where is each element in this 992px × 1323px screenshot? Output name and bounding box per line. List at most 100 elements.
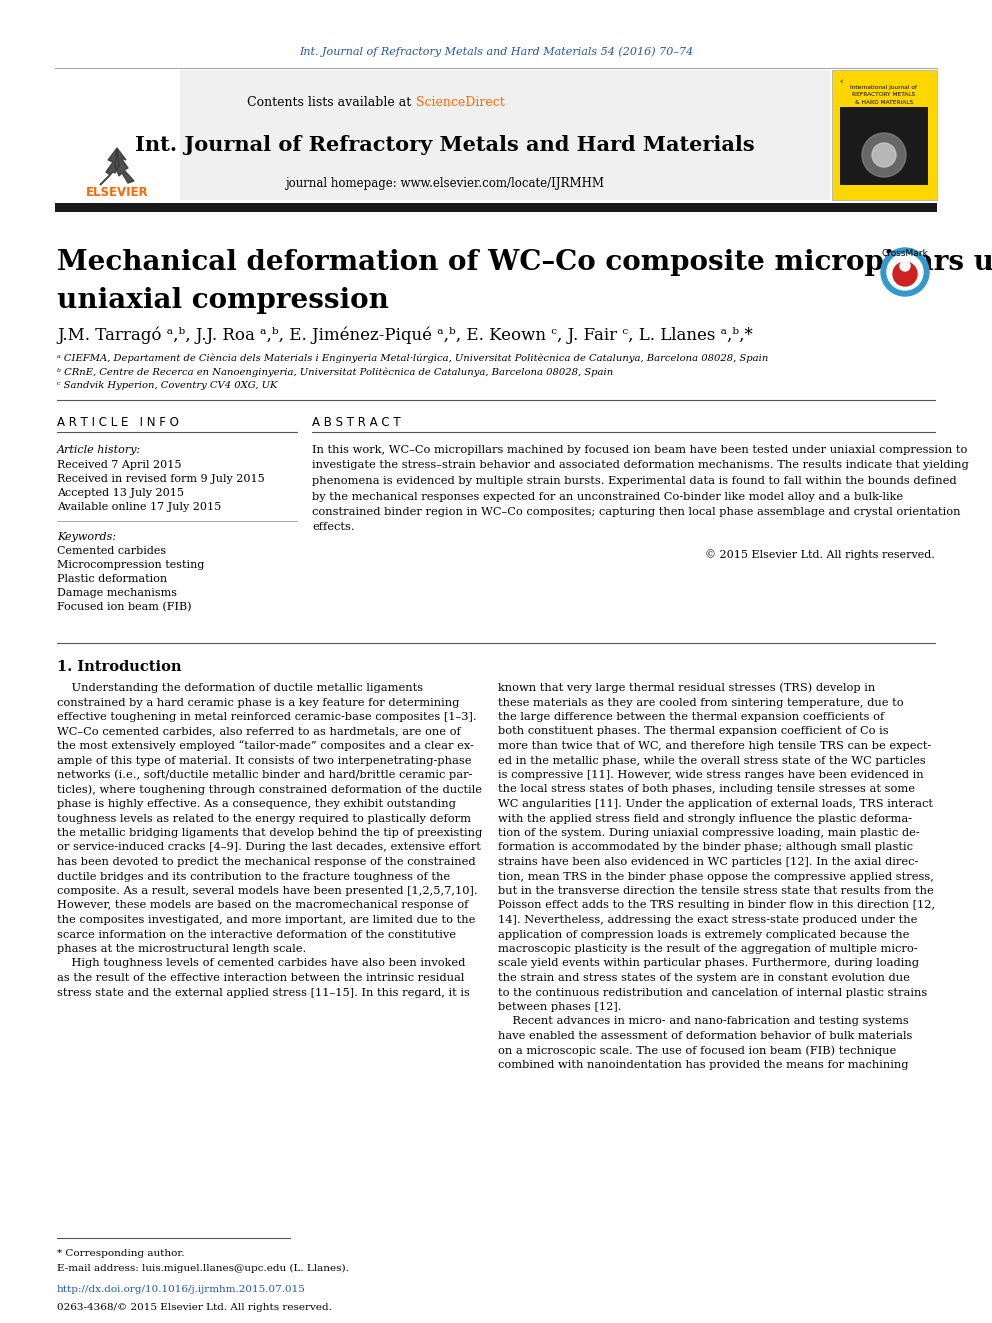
Text: International Journal of
REFRACTORY METALS
& HARD MATERIALS: International Journal of REFRACTORY META… bbox=[850, 86, 918, 105]
Text: with the applied stress field and strongly influence the plastic deforma-: with the applied stress field and strong… bbox=[498, 814, 912, 823]
Text: journal homepage: www.elsevier.com/locate/IJRMHM: journal homepage: www.elsevier.com/locat… bbox=[286, 176, 604, 189]
Bar bbox=[840, 107, 928, 185]
Text: ed in the metallic phase, while the overall stress state of the WC particles: ed in the metallic phase, while the over… bbox=[498, 755, 926, 766]
Text: tion, mean TRS in the binder phase oppose the compressive applied stress,: tion, mean TRS in the binder phase oppos… bbox=[498, 872, 933, 881]
Bar bbox=[832, 70, 937, 200]
Text: the local stress states of both phases, including tensile stresses at some: the local stress states of both phases, … bbox=[498, 785, 915, 795]
Bar bbox=[55, 70, 180, 200]
Text: Focused ion beam (FIB): Focused ion beam (FIB) bbox=[57, 602, 191, 613]
Text: macroscopic plasticity is the result of the aggregation of multiple micro-: macroscopic plasticity is the result of … bbox=[498, 945, 918, 954]
Text: the metallic bridging ligaments that develop behind the tip of preexisting: the metallic bridging ligaments that dev… bbox=[57, 828, 482, 837]
Text: between phases [12].: between phases [12]. bbox=[498, 1002, 622, 1012]
Text: uniaxial compression: uniaxial compression bbox=[57, 287, 389, 314]
Text: phenomena is evidenced by multiple strain bursts. Experimental data is found to : phenomena is evidenced by multiple strai… bbox=[312, 476, 956, 486]
Text: Cemented carbides: Cemented carbides bbox=[57, 546, 166, 556]
Text: 0263-4368/© 2015 Elsevier Ltd. All rights reserved.: 0263-4368/© 2015 Elsevier Ltd. All right… bbox=[57, 1303, 332, 1311]
Text: phase is highly effective. As a consequence, they exhibit outstanding: phase is highly effective. As a conseque… bbox=[57, 799, 456, 808]
Text: application of compression loads is extremely complicated because the: application of compression loads is extr… bbox=[498, 930, 910, 939]
Text: more than twice that of WC, and therefore high tensile TRS can be expect-: more than twice that of WC, and therefor… bbox=[498, 741, 931, 751]
Text: Int. Journal of Refractory Metals and Hard Materials: Int. Journal of Refractory Metals and Ha… bbox=[135, 135, 755, 155]
Text: CrossMark: CrossMark bbox=[882, 249, 929, 258]
Text: have enabled the assessment of deformation behavior of bulk materials: have enabled the assessment of deformati… bbox=[498, 1031, 913, 1041]
Text: Damage mechanisms: Damage mechanisms bbox=[57, 587, 177, 598]
Text: http://dx.doi.org/10.1016/j.ijrmhm.2015.07.015: http://dx.doi.org/10.1016/j.ijrmhm.2015.… bbox=[57, 1286, 306, 1294]
Bar bbox=[55, 202, 937, 212]
Text: A B S T R A C T: A B S T R A C T bbox=[312, 415, 401, 429]
Text: toughness levels as related to the energy required to plastically deform: toughness levels as related to the energ… bbox=[57, 814, 471, 823]
Text: ᶜ Sandvik Hyperion, Coventry CV4 0XG, UK: ᶜ Sandvik Hyperion, Coventry CV4 0XG, UK bbox=[57, 381, 278, 390]
Circle shape bbox=[881, 247, 929, 296]
Text: strains have been also evidenced in WC particles [12]. In the axial direc-: strains have been also evidenced in WC p… bbox=[498, 857, 919, 867]
Text: networks (i.e., soft/ductile metallic binder and hard/brittle ceramic par-: networks (i.e., soft/ductile metallic bi… bbox=[57, 770, 472, 781]
Text: by the mechanical responses expected for an unconstrained Co-binder like model a: by the mechanical responses expected for… bbox=[312, 492, 903, 501]
Text: as the result of the effective interaction between the intrinsic residual: as the result of the effective interacti… bbox=[57, 972, 464, 983]
Text: formation is accommodated by the binder phase; although small plastic: formation is accommodated by the binder … bbox=[498, 843, 913, 852]
Text: Accepted 13 July 2015: Accepted 13 July 2015 bbox=[57, 488, 184, 497]
Text: the large difference between the thermal expansion coefficients of: the large difference between the thermal… bbox=[498, 712, 884, 722]
Text: ‹: ‹ bbox=[839, 78, 842, 86]
Text: effective toughening in metal reinforced ceramic-base composites [1–3].: effective toughening in metal reinforced… bbox=[57, 712, 476, 722]
Text: the most extensively employed “tailor-made” composites and a clear ex-: the most extensively employed “tailor-ma… bbox=[57, 741, 474, 751]
Circle shape bbox=[900, 261, 910, 271]
Text: Available online 17 July 2015: Available online 17 July 2015 bbox=[57, 501, 221, 512]
Text: both constituent phases. The thermal expansion coefficient of Co is: both constituent phases. The thermal exp… bbox=[498, 726, 889, 737]
Text: ᵇ CRnE, Centre de Recerca en Nanoenginyeria, Universitat Politècnica de Cataluny: ᵇ CRnE, Centre de Recerca en Nanoenginye… bbox=[57, 368, 613, 377]
Text: constrained by a hard ceramic phase is a key feature for determining: constrained by a hard ceramic phase is a… bbox=[57, 697, 459, 708]
Text: or service-induced cracks [4–9]. During the last decades, extensive effort: or service-induced cracks [4–9]. During … bbox=[57, 843, 481, 852]
Text: Int. Journal of Refractory Metals and Hard Materials 54 (2016) 70–74: Int. Journal of Refractory Metals and Ha… bbox=[299, 46, 693, 57]
Text: WC angularities [11]. Under the application of external loads, TRS interact: WC angularities [11]. Under the applicat… bbox=[498, 799, 933, 808]
Circle shape bbox=[893, 262, 917, 286]
Text: Article history:: Article history: bbox=[57, 445, 141, 455]
Text: to the continuous redistribution and cancelation of internal plastic strains: to the continuous redistribution and can… bbox=[498, 987, 928, 998]
Text: phases at the microstructural length scale.: phases at the microstructural length sca… bbox=[57, 945, 307, 954]
Text: ELSEVIER: ELSEVIER bbox=[85, 187, 149, 200]
Polygon shape bbox=[100, 148, 134, 185]
Text: Understanding the deformation of ductile metallic ligaments: Understanding the deformation of ductile… bbox=[57, 683, 424, 693]
Text: © 2015 Elsevier Ltd. All rights reserved.: © 2015 Elsevier Ltd. All rights reserved… bbox=[705, 549, 935, 561]
Text: 1. Introduction: 1. Introduction bbox=[57, 660, 182, 673]
Text: Poisson effect adds to the TRS resulting in binder flow in this direction [12,: Poisson effect adds to the TRS resulting… bbox=[498, 901, 935, 910]
Text: stress state and the external applied stress [11–15]. In this regard, it is: stress state and the external applied st… bbox=[57, 987, 470, 998]
Text: High toughness levels of cemented carbides have also been invoked: High toughness levels of cemented carbid… bbox=[57, 958, 465, 968]
Text: on a microscopic scale. The use of focused ion beam (FIB) technique: on a microscopic scale. The use of focus… bbox=[498, 1045, 896, 1056]
Text: constrained binder region in WC–Co composites; capturing then local phase assemb: constrained binder region in WC–Co compo… bbox=[312, 507, 960, 517]
Text: is compressive [11]. However, wide stress ranges have been evidenced in: is compressive [11]. However, wide stres… bbox=[498, 770, 924, 781]
Text: investigate the stress–strain behavior and associated deformation mechanisms. Th: investigate the stress–strain behavior a… bbox=[312, 460, 969, 471]
Text: Received 7 April 2015: Received 7 April 2015 bbox=[57, 460, 182, 470]
Circle shape bbox=[872, 143, 896, 167]
Text: In this work, WC–Co micropillars machined by focused ion beam have been tested u: In this work, WC–Co micropillars machine… bbox=[312, 445, 967, 455]
Text: WC–Co cemented carbides, also referred to as hardmetals, are one of: WC–Co cemented carbides, also referred t… bbox=[57, 726, 460, 737]
Text: the strain and stress states of the system are in constant evolution due: the strain and stress states of the syst… bbox=[498, 972, 910, 983]
Text: Plastic deformation: Plastic deformation bbox=[57, 574, 167, 583]
Text: A R T I C L E   I N F O: A R T I C L E I N F O bbox=[57, 415, 179, 429]
Text: ᵃ CIEFMA, Departament de Ciència dels Materials i Enginyeria Metal·lúrgica, Univ: ᵃ CIEFMA, Departament de Ciència dels Ma… bbox=[57, 353, 769, 363]
Text: Mechanical deformation of WC–Co composite micropillars under: Mechanical deformation of WC–Co composit… bbox=[57, 249, 992, 275]
Text: Recent advances in micro- and nano-fabrication and testing systems: Recent advances in micro- and nano-fabri… bbox=[498, 1016, 909, 1027]
Circle shape bbox=[887, 254, 923, 290]
Text: scarce information on the interactive deformation of the constitutive: scarce information on the interactive de… bbox=[57, 930, 456, 939]
Circle shape bbox=[862, 134, 906, 177]
Text: but in the transverse direction the tensile stress state that results from the: but in the transverse direction the tens… bbox=[498, 886, 933, 896]
Text: has been devoted to predict the mechanical response of the constrained: has been devoted to predict the mechanic… bbox=[57, 857, 475, 867]
Text: Received in revised form 9 July 2015: Received in revised form 9 July 2015 bbox=[57, 474, 265, 484]
Text: ductile bridges and its contribution to the fracture toughness of the: ductile bridges and its contribution to … bbox=[57, 872, 450, 881]
Text: effects.: effects. bbox=[312, 523, 354, 532]
Text: However, these models are based on the macromechanical response of: However, these models are based on the m… bbox=[57, 901, 468, 910]
Bar bbox=[55, 70, 830, 200]
Text: the composites investigated, and more important, are limited due to the: the composites investigated, and more im… bbox=[57, 916, 475, 925]
Text: combined with nanoindentation has provided the means for machining: combined with nanoindentation has provid… bbox=[498, 1060, 909, 1070]
Text: composite. As a result, several models have been presented [1,2,5,7,10].: composite. As a result, several models h… bbox=[57, 886, 477, 896]
Text: scale yield events within particular phases. Furthermore, during loading: scale yield events within particular pha… bbox=[498, 958, 919, 968]
Text: ScienceDirect: ScienceDirect bbox=[416, 97, 505, 110]
Text: these materials as they are cooled from sintering temperature, due to: these materials as they are cooled from … bbox=[498, 697, 904, 708]
Text: Keywords:: Keywords: bbox=[57, 532, 116, 542]
Text: ample of this type of material. It consists of two interpenetrating-phase: ample of this type of material. It consi… bbox=[57, 755, 471, 766]
Text: Contents lists available at: Contents lists available at bbox=[247, 97, 415, 110]
Text: * Corresponding author.: * Corresponding author. bbox=[57, 1249, 185, 1258]
Text: ticles), where toughening through constrained deformation of the ductile: ticles), where toughening through constr… bbox=[57, 785, 482, 795]
Text: tion of the system. During uniaxial compressive loading, main plastic de-: tion of the system. During uniaxial comp… bbox=[498, 828, 920, 837]
Text: J.M. Tarragó ᵃ,ᵇ, J.J. Roa ᵃ,ᵇ, E. Jiménez-Piqué ᵃ,ᵇ, E. Keown ᶜ, J. Fair ᶜ, L. : J.M. Tarragó ᵃ,ᵇ, J.J. Roa ᵃ,ᵇ, E. Jimén… bbox=[57, 327, 753, 344]
Text: 14]. Nevertheless, addressing the exact stress-state produced under the: 14]. Nevertheless, addressing the exact … bbox=[498, 916, 918, 925]
Text: known that very large thermal residual stresses (TRS) develop in: known that very large thermal residual s… bbox=[498, 683, 875, 693]
Text: E-mail address: luis.miguel.llanes@upc.edu (L. Llanes).: E-mail address: luis.miguel.llanes@upc.e… bbox=[57, 1263, 349, 1273]
